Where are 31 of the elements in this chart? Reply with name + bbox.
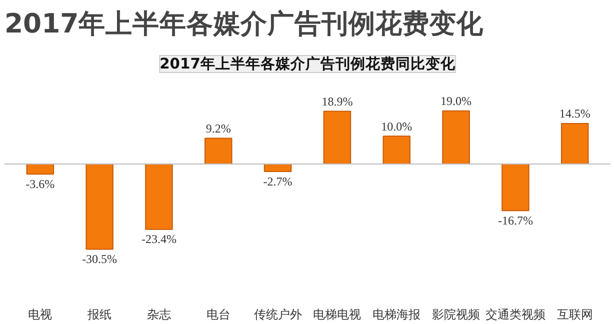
- x-tick-label: 电视: [28, 308, 52, 322]
- bar: [502, 164, 530, 212]
- bar: [442, 110, 470, 165]
- bar: [26, 164, 54, 175]
- chart-title: 2017年上半年各媒介广告刊例花费变化: [4, 8, 485, 40]
- bar: [560, 123, 589, 165]
- data-label: 10.0%: [381, 119, 412, 134]
- data-label: -23.4%: [141, 232, 176, 246]
- bar: [382, 136, 410, 165]
- bar: [86, 164, 114, 250]
- data-label: -3.6%: [26, 176, 55, 191]
- x-tick-label: 互联网: [556, 308, 593, 322]
- x-tick-label: 电梯海报: [372, 308, 421, 322]
- x-tick-label: 影院视频: [432, 308, 480, 322]
- bar: [323, 110, 352, 165]
- data-label: 19.0%: [440, 94, 472, 108]
- data-label: 14.5%: [559, 106, 590, 121]
- x-tick-label: 电台: [206, 308, 230, 322]
- bar: [145, 164, 173, 230]
- x-tick-label: 报纸: [86, 308, 112, 322]
- x-tick-label: 传统户外: [254, 308, 302, 322]
- data-label: -30.5%: [82, 252, 118, 266]
- chart-subtitle: 2017年上半年各媒介广告刊例花费同比变化: [160, 54, 456, 72]
- x-tick-label: 杂志: [146, 308, 171, 322]
- data-label: -2.7%: [263, 174, 292, 188]
- bar: [204, 138, 232, 165]
- data-label: 9.2%: [206, 122, 231, 136]
- x-tick-label: 电梯电视: [313, 308, 362, 322]
- x-tick-label: 交通类视频: [485, 308, 546, 322]
- data-label: -16.7%: [498, 213, 533, 228]
- data-label: 18.9%: [322, 94, 353, 108]
